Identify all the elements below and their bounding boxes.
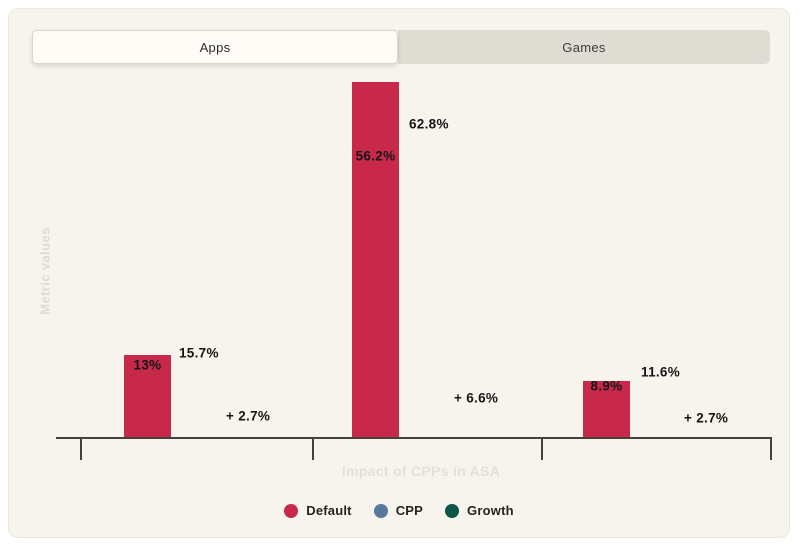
legend-dot-default-icon [284,503,299,518]
bar-default-group-2[interactable] [352,82,399,437]
tab-games[interactable]: Games [398,30,770,64]
growth-value-label: + 2.7% [684,410,729,426]
growth-value-label: + 2.7% [226,408,271,424]
x-axis-tick-4 [770,437,772,460]
chart-card: Apps Games Metric values Impact of CPPs … [8,8,790,538]
x-axis-tick-2 [312,437,314,460]
x-axis-label: Impact of CPPs in ASA [341,463,501,479]
bar-chart: Metric values Impact of CPPs in ASA 13% 1… [9,9,789,537]
cpp-value-label: 15.7% [179,345,219,361]
tab-apps-label: Apps [199,39,231,55]
default-value-label: 56.2% [355,148,396,164]
cpp-value-label: 62.8% [409,116,449,132]
x-axis-line [56,437,771,439]
legend-dot-cpp-icon [373,503,388,518]
bar-default-group-3[interactable] [583,381,630,437]
legend-item-cpp[interactable]: CPP [373,503,424,518]
growth-value-label: + 6.6% [454,390,499,406]
legend-item-default[interactable]: Default [284,503,352,518]
default-value-label: 13% [133,357,162,373]
tab-apps[interactable]: Apps [32,30,398,64]
chart-legend: Default CPP Growth [9,503,789,518]
tab-games-label: Games [562,39,606,55]
legend-label-default: Default [306,503,352,518]
tab-bar: Apps Games [32,30,770,64]
cpp-value-label: 11.6% [641,364,681,380]
x-axis-tick-3 [541,437,543,460]
x-axis-tick-1 [80,437,82,460]
legend-label-growth: Growth [467,503,514,518]
legend-item-growth[interactable]: Growth [445,503,514,518]
legend-label-cpp: CPP [395,503,424,518]
default-value-label: 8.9% [590,378,623,394]
y-axis-label: Metric values [37,227,53,315]
legend-dot-growth-icon [445,503,460,518]
bar-default-group-1[interactable] [124,355,171,437]
